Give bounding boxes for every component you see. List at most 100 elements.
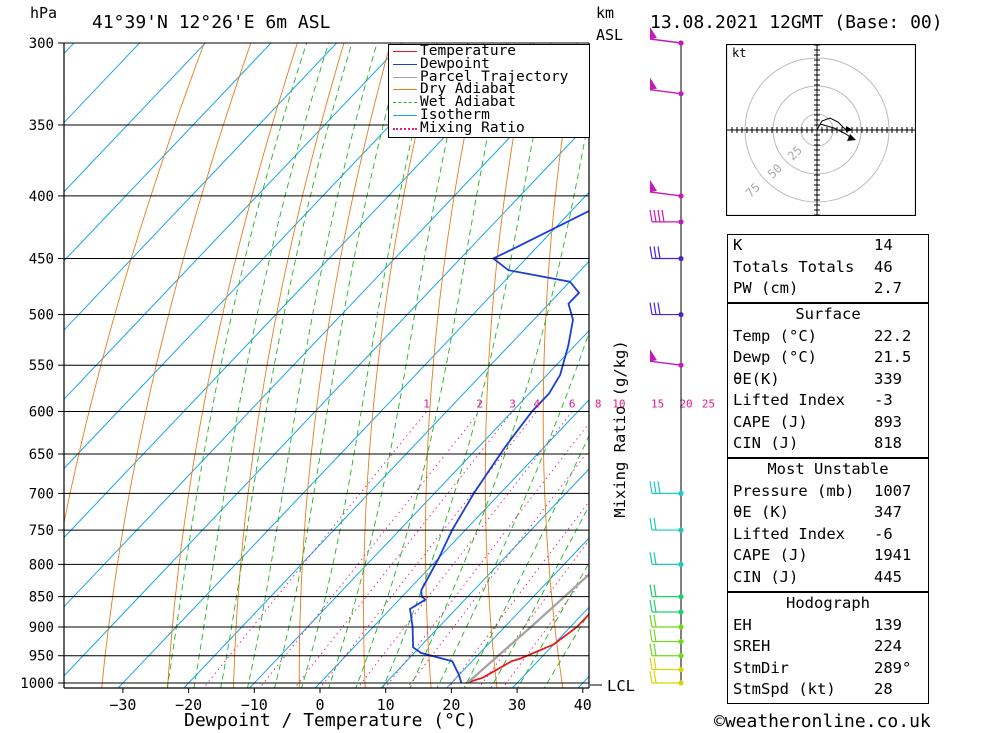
pressure-tick-label: 400 [29, 189, 54, 205]
x-axis-title: Dewpoint / Temperature (°C) [184, 710, 477, 731]
credit-link[interactable]: ©weatheronline.co.uk [714, 711, 931, 732]
wind-barb-feather [649, 246, 653, 259]
wind-barb [649, 302, 681, 316]
wind-barb-feather [649, 552, 653, 565]
wind-barb-feather [653, 657, 657, 670]
most-unstable-title: Most Unstable [767, 460, 889, 478]
hodo-row: SREH 224 [733, 637, 902, 655]
hodograph-params-table: Hodograph EH 139 SREH 224 StmDir 289° StmSp… [727, 592, 929, 704]
wind-barb-feather [649, 670, 653, 684]
mu-row: CIN (J) 445 [733, 567, 902, 586]
legend-label: Wet Adiabat [420, 94, 517, 111]
pressure-tick-label: 1000 [20, 676, 54, 692]
legend-label: Isotherm [420, 106, 490, 123]
surface-row: θE(K) 339 [733, 369, 902, 388]
wet-adiabat-line [409, 114, 589, 688]
wind-barb-feather [649, 599, 653, 613]
mu-row: CAPE (J) 1941 [733, 546, 912, 564]
wet-adiabat-line [328, 43, 469, 688]
wet-adiabat-line [193, 43, 330, 688]
mixing-ratio-label: 15 [651, 397, 664, 410]
indices-table: K 14 Totals Totals 46 PW (cm) 2.7 [727, 234, 929, 303]
isotherm-line [314, 399, 589, 688]
wind-barb [649, 614, 681, 628]
dry-adiabat-line [654, 6, 700, 709]
index-row-totals: Totals Totals 46 [733, 257, 893, 276]
wind-barb-feather [657, 481, 661, 494]
isotherm-line [64, 43, 404, 400]
wind-barb [649, 629, 681, 643]
wet-adiabat-line [301, 43, 435, 688]
wind-barb-feather [653, 614, 657, 628]
dry-adiabat-line [425, 43, 485, 688]
hodograph-params-title: Hodograph [786, 594, 870, 612]
dry-adiabat-line [64, 43, 205, 525]
isotherm-line [64, 43, 338, 331]
wind-barb-feather [649, 481, 653, 494]
pressure-tick-label: 700 [29, 486, 54, 502]
legend-swatch [393, 51, 417, 52]
wind-barb [649, 246, 681, 260]
isotherm-line [64, 122, 589, 677]
wind-barb-feather [653, 209, 657, 222]
wind-barb-feather [657, 302, 661, 315]
mixing-ratio-line [502, 570, 589, 688]
wind-barb [649, 179, 682, 197]
x-tick-label: −20 [175, 696, 202, 714]
legend-item: Mixing Ratio [389, 119, 589, 136]
wind-barb-feather [661, 209, 665, 222]
wind-barb-flag [650, 77, 657, 90]
height-sub-label: ASL [596, 26, 624, 44]
legend-item: Parcel Trajectory [389, 69, 589, 84]
wind-barb [649, 643, 681, 657]
isotherm-line [64, 43, 206, 193]
hodograph-unit: kt [732, 46, 746, 60]
storm-motion-arrow [847, 134, 856, 141]
index-row-pw: PW (cm) 2.7 [733, 279, 902, 297]
pressure-tick-label: 500 [29, 308, 54, 324]
dry-adiabat-line [167, 43, 298, 688]
wind-barb [649, 349, 682, 366]
chart-legend: Temperature Dewpoint Parcel Trajectory Dry … [388, 44, 590, 138]
index-row-k: K 14 [733, 236, 893, 254]
mixing-ratio-label: 10 [612, 397, 625, 410]
dry-adiabat-line [994, 6, 1000, 709]
wet-adiabat-line [463, 434, 589, 688]
wind-barb-shaft [649, 38, 682, 44]
wind-barb-feather [657, 209, 661, 222]
wet-adiabat-line [543, 611, 589, 688]
pressure-tick-label: 650 [29, 447, 54, 463]
surface-row: Lifted Index -3 [733, 391, 893, 409]
hodo-row: StmDir 289° [733, 658, 912, 677]
wind-barb [649, 77, 682, 95]
isotherm-line [64, 43, 141, 124]
wet-adiabat-line [274, 43, 405, 688]
x-tick-label: 40 [574, 696, 592, 714]
height-unit-label: km [596, 4, 615, 22]
dewpoint-line [409, 210, 589, 684]
isotherm-line [64, 43, 75, 55]
mixing-ratio-label: 20 [679, 397, 692, 410]
temperature-line [465, 612, 589, 684]
legend-swatch [393, 63, 417, 65]
mixing-ratio-line [357, 411, 573, 688]
legend-swatch [393, 114, 417, 116]
wind-barb-feather [653, 246, 657, 259]
wet-adiabat-line [355, 43, 508, 688]
wind-barb-feather [649, 584, 653, 597]
wet-adiabat-line [220, 43, 353, 688]
pressure-unit-label: hPa [30, 4, 58, 22]
most-unstable-table: Most Unstable Pressure (mb) 1007 θE (K) 34… [727, 458, 929, 592]
legend-label: Temperature [420, 43, 517, 59]
legend-label: Mixing Ratio [420, 119, 525, 136]
pressure-tick-label: 950 [29, 649, 54, 665]
legend-swatch [393, 127, 417, 130]
legend-swatch [393, 89, 417, 91]
dry-adiabat-line [484, 43, 531, 688]
legend-label: Dewpoint [420, 55, 490, 72]
hodograph: kt 25 50 75 [726, 44, 916, 216]
pressure-tick-label: 900 [29, 620, 54, 636]
legend-item: Dry Adiabat [389, 82, 589, 97]
isotherm-line [183, 260, 589, 688]
dry-adiabat-line [298, 43, 392, 688]
